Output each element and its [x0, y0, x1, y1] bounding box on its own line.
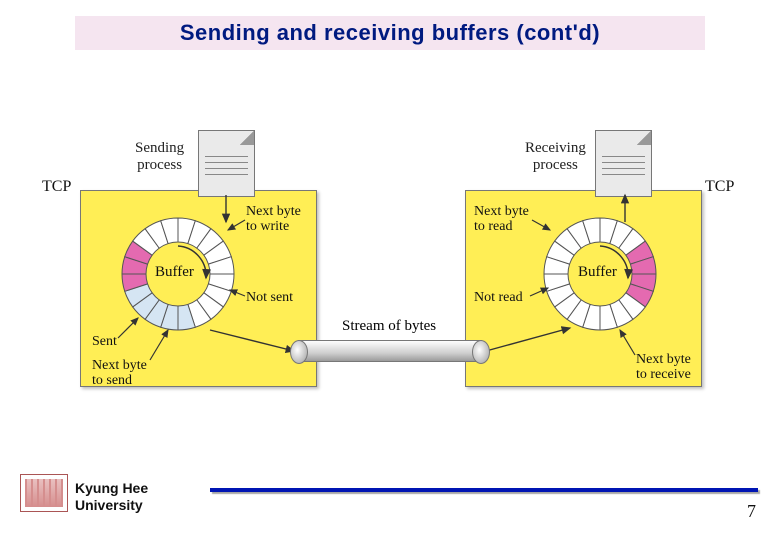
slide-title-bar: Sending and receiving buffers (cont'd)	[75, 16, 705, 50]
anno-next-recv: Next byte to receive	[636, 352, 691, 383]
byte-stream-pipe	[290, 340, 490, 362]
anno-not-read: Not read	[474, 290, 523, 305]
university-logo	[20, 474, 68, 512]
sending-process-icon	[198, 130, 255, 197]
diagram: Sending process Receiving process TCP TC…	[80, 130, 700, 385]
footer-rule	[210, 488, 758, 492]
receiving-process-label: Receiving process	[525, 140, 586, 173]
tcp-label-right: TCP	[705, 178, 734, 196]
anno-next-write: Next byte to write	[246, 204, 301, 235]
anno-next-send: Next byte to send	[92, 358, 147, 389]
page-number: 7	[747, 501, 756, 522]
anno-sent: Sent	[92, 334, 117, 349]
receiving-process-icon	[595, 130, 652, 197]
university-name: Kyung Hee University	[75, 480, 148, 514]
buffer-label-right: Buffer	[578, 264, 617, 281]
tcp-label-left: TCP	[42, 178, 71, 196]
anno-next-read: Next byte to read	[474, 204, 529, 235]
sending-process-label: Sending process	[135, 140, 184, 173]
stream-label: Stream of bytes	[342, 318, 436, 335]
slide-title: Sending and receiving buffers (cont'd)	[180, 20, 600, 46]
buffer-label-left: Buffer	[155, 264, 194, 281]
anno-not-sent: Not sent	[246, 290, 293, 305]
